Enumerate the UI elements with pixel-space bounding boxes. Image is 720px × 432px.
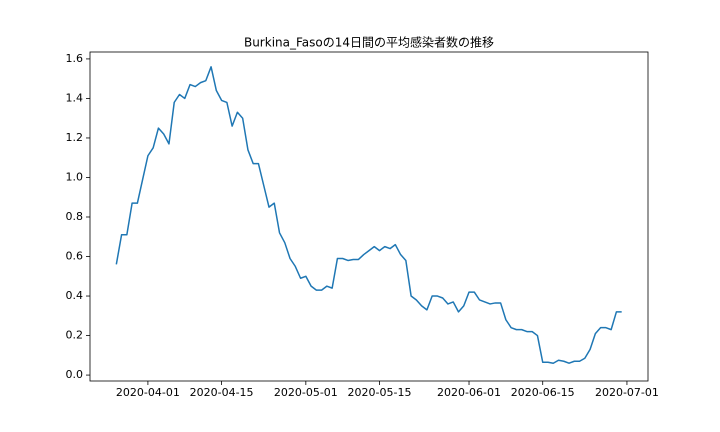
data-line — [115, 66, 622, 364]
y-tick-label: 1.0 — [66, 170, 84, 183]
x-tick-label: 2020-06-01 — [437, 386, 501, 399]
y-tick-label: 0.4 — [66, 289, 84, 302]
y-tick-label: 0.2 — [66, 329, 84, 342]
x-tick-label: 2020-07-01 — [595, 386, 659, 399]
y-tick-label: 1.4 — [66, 91, 84, 104]
chart-title: Burkina_Fasoの14日間の平均感染者数の推移 — [244, 35, 494, 50]
x-tick-label: 2020-05-15 — [348, 386, 412, 399]
y-tick-label: 1.6 — [66, 52, 84, 65]
y-tick-label: 0.0 — [66, 368, 84, 381]
y-tick-label: 0.6 — [66, 250, 84, 263]
x-tick-label: 2020-06-15 — [511, 386, 575, 399]
x-tick-label: 2020-04-15 — [190, 386, 254, 399]
x-tick-label: 2020-05-01 — [274, 386, 338, 399]
plot-frame — [89, 51, 649, 382]
y-tick-label: 0.8 — [66, 210, 84, 223]
y-tick-label: 1.2 — [66, 131, 84, 144]
x-tick-label: 2020-04-01 — [116, 386, 180, 399]
